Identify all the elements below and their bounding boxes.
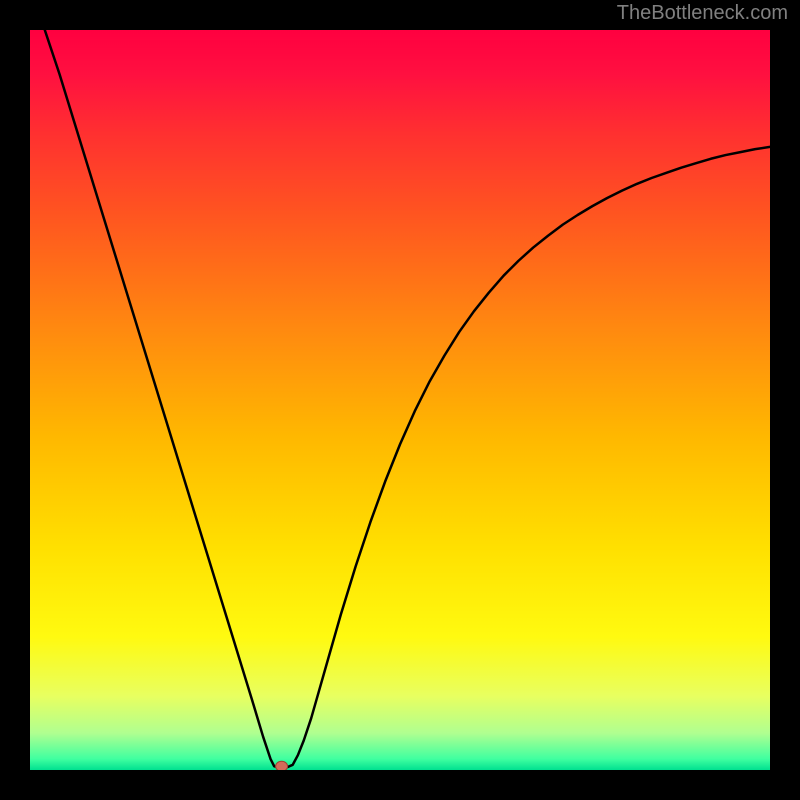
chart-background xyxy=(30,30,770,770)
watermark-text: TheBottleneck.com xyxy=(617,2,788,25)
chart-container xyxy=(30,30,770,770)
optimal-point-marker xyxy=(276,761,288,770)
bottleneck-chart xyxy=(30,30,770,770)
